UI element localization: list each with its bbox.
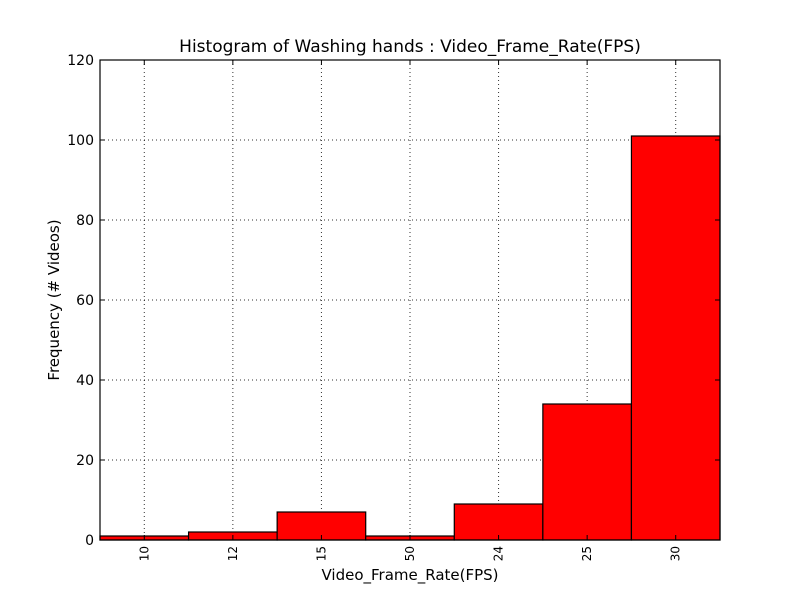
x-tick-label: 15 (314, 546, 328, 561)
x-tick-label: 25 (580, 546, 594, 561)
y-tick-label: 120 (67, 53, 94, 69)
chart-title: Histogram of Washing hands : Video_Frame… (179, 37, 641, 57)
ticks-layer (100, 59, 720, 541)
y-tick-label: 20 (76, 453, 94, 469)
x-tick-labels: 10 12 15 50 24 25 30 (137, 546, 682, 561)
y-tick-label: 40 (76, 373, 94, 389)
y-tick-label: 100 (67, 133, 94, 149)
bar-25 (542, 403, 633, 541)
bar-30 (630, 135, 721, 541)
x-tick-label: 12 (226, 546, 240, 561)
x-tick-label: 10 (137, 546, 151, 561)
y-tick-label: 60 (76, 293, 94, 309)
y-tick-labels: 0 20 40 60 80 100 120 (67, 53, 94, 549)
x-tick-label: 24 (492, 546, 506, 561)
y-tick-label: 80 (76, 213, 94, 229)
x-tick-label: 30 (669, 546, 683, 561)
x-axis-label: Video_Frame_Rate(FPS) (321, 566, 498, 585)
bar-24 (453, 503, 544, 541)
y-tick-label: 0 (85, 533, 94, 549)
x-tick-label: 50 (403, 546, 417, 561)
y-axis-label: Frequency (# Videos) (45, 219, 63, 380)
